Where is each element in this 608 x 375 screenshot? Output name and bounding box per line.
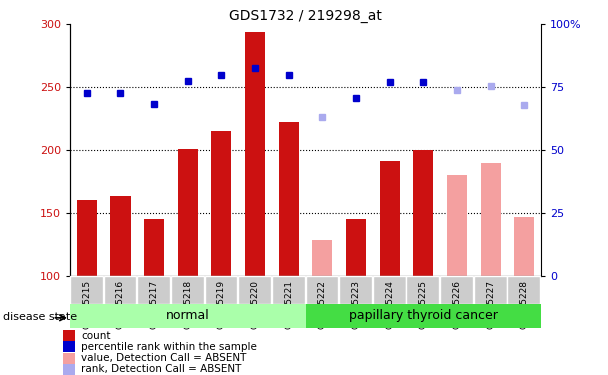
FancyBboxPatch shape bbox=[407, 276, 439, 304]
Text: GSM85226: GSM85226 bbox=[452, 280, 461, 329]
FancyBboxPatch shape bbox=[238, 276, 271, 304]
FancyBboxPatch shape bbox=[204, 276, 237, 304]
Bar bbox=[313, 240, 333, 276]
Text: GSM85219: GSM85219 bbox=[217, 280, 226, 329]
Text: GSM85228: GSM85228 bbox=[520, 280, 529, 329]
Bar bbox=[178, 149, 198, 276]
Text: GSM85217: GSM85217 bbox=[150, 280, 159, 329]
FancyBboxPatch shape bbox=[440, 276, 473, 304]
Text: GSM85223: GSM85223 bbox=[351, 280, 361, 329]
Text: papillary thyroid cancer: papillary thyroid cancer bbox=[349, 309, 498, 322]
Bar bbox=[77, 200, 97, 276]
Text: disease state: disease state bbox=[3, 312, 77, 322]
Bar bbox=[514, 217, 534, 276]
Bar bbox=[63, 353, 75, 363]
Bar bbox=[63, 342, 75, 352]
FancyBboxPatch shape bbox=[137, 276, 170, 304]
Bar bbox=[305, 304, 541, 328]
Bar bbox=[379, 161, 399, 276]
Text: GSM85224: GSM85224 bbox=[385, 280, 394, 329]
FancyBboxPatch shape bbox=[272, 276, 305, 304]
Text: value, Detection Call = ABSENT: value, Detection Call = ABSENT bbox=[81, 353, 247, 363]
FancyBboxPatch shape bbox=[373, 276, 406, 304]
Text: GSM85216: GSM85216 bbox=[116, 280, 125, 329]
Text: count: count bbox=[81, 331, 111, 340]
Text: GSM85225: GSM85225 bbox=[419, 280, 428, 329]
Bar bbox=[245, 32, 265, 276]
FancyBboxPatch shape bbox=[474, 276, 506, 304]
Text: percentile rank within the sample: percentile rank within the sample bbox=[81, 342, 257, 352]
FancyBboxPatch shape bbox=[339, 276, 372, 304]
Text: GSM85215: GSM85215 bbox=[82, 280, 91, 329]
Bar bbox=[278, 122, 299, 276]
FancyBboxPatch shape bbox=[103, 276, 136, 304]
Bar bbox=[480, 163, 501, 276]
Text: GSM85218: GSM85218 bbox=[183, 280, 192, 329]
Bar bbox=[144, 219, 164, 276]
Bar bbox=[63, 364, 75, 375]
Bar bbox=[447, 175, 467, 276]
Text: GSM85221: GSM85221 bbox=[284, 280, 293, 329]
Text: GSM85220: GSM85220 bbox=[250, 280, 260, 329]
FancyBboxPatch shape bbox=[70, 276, 103, 304]
Bar bbox=[413, 150, 434, 276]
Bar bbox=[110, 196, 131, 276]
Text: rank, Detection Call = ABSENT: rank, Detection Call = ABSENT bbox=[81, 364, 242, 374]
FancyBboxPatch shape bbox=[508, 276, 540, 304]
FancyBboxPatch shape bbox=[305, 276, 338, 304]
Text: normal: normal bbox=[166, 309, 210, 322]
Bar bbox=[70, 304, 305, 328]
Bar bbox=[63, 330, 75, 341]
Title: GDS1732 / 219298_at: GDS1732 / 219298_at bbox=[229, 9, 382, 23]
FancyBboxPatch shape bbox=[171, 276, 204, 304]
Bar bbox=[346, 219, 366, 276]
Bar bbox=[211, 131, 232, 276]
Text: GSM85222: GSM85222 bbox=[318, 280, 327, 329]
Text: GSM85227: GSM85227 bbox=[486, 280, 495, 329]
